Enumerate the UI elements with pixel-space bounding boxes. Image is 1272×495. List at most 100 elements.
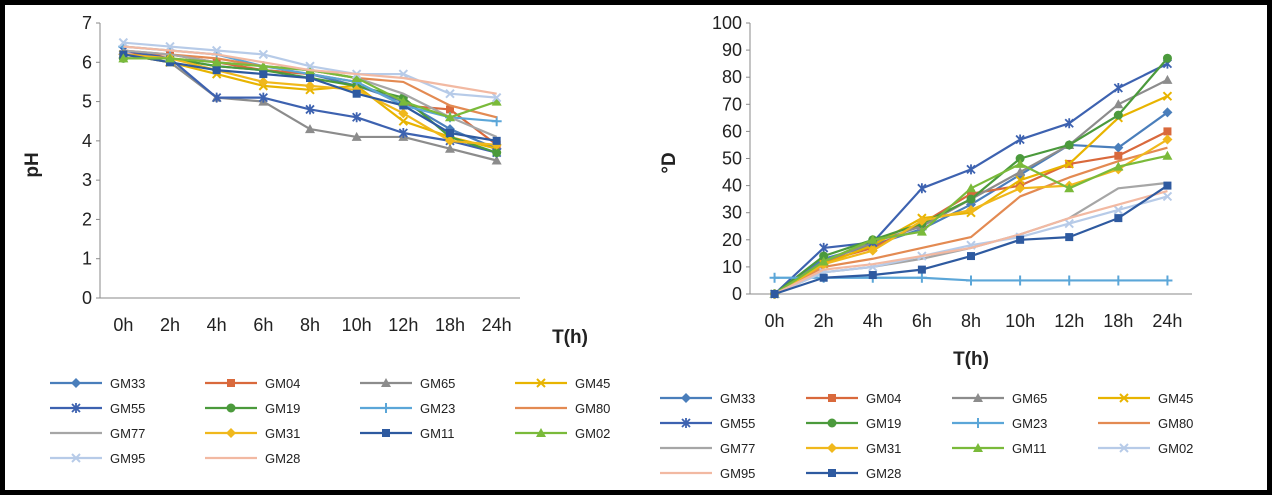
data-point [1113, 83, 1123, 94]
series-line [774, 189, 1168, 295]
legend-item: GM19 [806, 416, 901, 431]
y-tick-label: 20 [722, 230, 742, 250]
legend: GM33 GM04 GM65 GM45 GM55 GM19 GM23 GM80 GM77 GM31… [50, 376, 610, 466]
x-tick-label: 12h [388, 315, 418, 335]
data-point [1114, 151, 1123, 160]
data-point [1064, 159, 1074, 169]
legend-label: GM11 [1012, 441, 1046, 456]
legend-label: GM02 [1158, 441, 1193, 456]
legend-item: GM11 [952, 441, 1046, 456]
data-point [211, 57, 222, 67]
data-point [1064, 183, 1075, 193]
y-tick-label: 80 [722, 67, 742, 87]
data-point [305, 124, 315, 134]
data-point [1162, 107, 1173, 118]
data-point [445, 135, 455, 146]
legend-label: GM77 [110, 426, 145, 441]
legend-label: GM23 [420, 401, 455, 416]
x-tick-label: 18h [435, 315, 465, 335]
x-tick-label: 2h [814, 311, 834, 331]
legend-marker [828, 394, 836, 402]
figure-frame: 0 1 2 3 4 5 6 7 0h 2h 4h 6h 8h 10h 12h 18h 24h T(h) pH GM33… [5, 5, 1267, 490]
legend-item: GM04 [205, 376, 300, 391]
legend-item: GM28 [806, 466, 901, 481]
data-point [1113, 275, 1124, 286]
data-point [966, 275, 976, 286]
data-point [305, 80, 315, 91]
x-axis-label: T(h) [953, 349, 989, 370]
data-point [966, 204, 976, 215]
data-point [445, 89, 455, 99]
data-point [491, 116, 502, 127]
legend-label: GM02 [575, 426, 610, 441]
chart-1: 0 1 2 3 4 5 6 7 0h 2h 4h 6h 8h 10h 12h 18h 24h T(h) pH GM33… [22, 13, 610, 466]
data-point [1113, 161, 1124, 171]
data-point [398, 108, 409, 119]
legend-label: GM95 [720, 466, 755, 481]
data-point [352, 112, 362, 123]
data-point [1114, 214, 1123, 223]
x-tick-label: 0h [113, 315, 133, 335]
legend-label: GM80 [575, 401, 610, 416]
data-point [491, 96, 502, 106]
legend-label: GM31 [265, 426, 300, 441]
legend-item: GM77 [50, 426, 145, 441]
data-point [916, 215, 927, 226]
data-point [1015, 167, 1026, 177]
legend-marker [71, 403, 81, 413]
data-point [1163, 181, 1172, 190]
data-point [445, 143, 455, 153]
legend-marker [973, 418, 983, 428]
data-point [917, 265, 926, 274]
data-point [1162, 191, 1173, 202]
x-tick-label: 0h [765, 311, 785, 331]
legend-item: GM65 [360, 376, 455, 391]
data-point [966, 194, 976, 204]
legend-label: GM55 [110, 401, 145, 416]
data-point [967, 252, 975, 261]
y-tick-label: 100 [712, 13, 742, 33]
data-point [1065, 233, 1074, 242]
legend-label: GM11 [420, 426, 454, 441]
legend-item: GM45 [1098, 391, 1193, 406]
legend-item: GM80 [515, 401, 610, 416]
data-point [1015, 175, 1025, 185]
legend-marker [1119, 443, 1129, 453]
x-tick-label: 2h [160, 315, 180, 335]
legend-label: GM33 [110, 376, 145, 391]
x-tick-label: 12h [1054, 311, 1084, 331]
data-point [1162, 150, 1173, 160]
data-point [258, 76, 269, 87]
legend-item: GM45 [515, 376, 610, 391]
legend-item: GM19 [205, 401, 300, 416]
legend-item: GM02 [1098, 441, 1193, 456]
legend-label: GM31 [866, 441, 901, 456]
data-point [258, 49, 269, 60]
legend-label: GM65 [420, 376, 455, 391]
legend-item: GM23 [360, 401, 455, 416]
data-point [491, 92, 502, 103]
data-point [967, 189, 975, 198]
data-point [1016, 235, 1025, 244]
legend-marker [828, 469, 836, 477]
data-point [446, 105, 454, 114]
legend-marker [381, 403, 391, 413]
data-point [867, 234, 878, 244]
legend-label: GM95 [110, 451, 145, 466]
data-point [445, 112, 455, 122]
data-point [1113, 142, 1124, 153]
legend-marker [536, 378, 546, 388]
data-point [917, 183, 927, 194]
data-point [916, 226, 927, 236]
series-gm23 [769, 272, 1173, 286]
legend-item: GM31 [205, 426, 300, 441]
data-point [1064, 218, 1074, 229]
legend-label: GM80 [1158, 416, 1193, 431]
legend-item: GM28 [205, 451, 300, 466]
data-point [1015, 183, 1026, 194]
legend-marker [381, 378, 391, 387]
data-point [1162, 134, 1173, 145]
legend-label: GM33 [720, 391, 755, 406]
legend-label: GM23 [1012, 416, 1047, 431]
legend-label: GM19 [866, 416, 901, 431]
